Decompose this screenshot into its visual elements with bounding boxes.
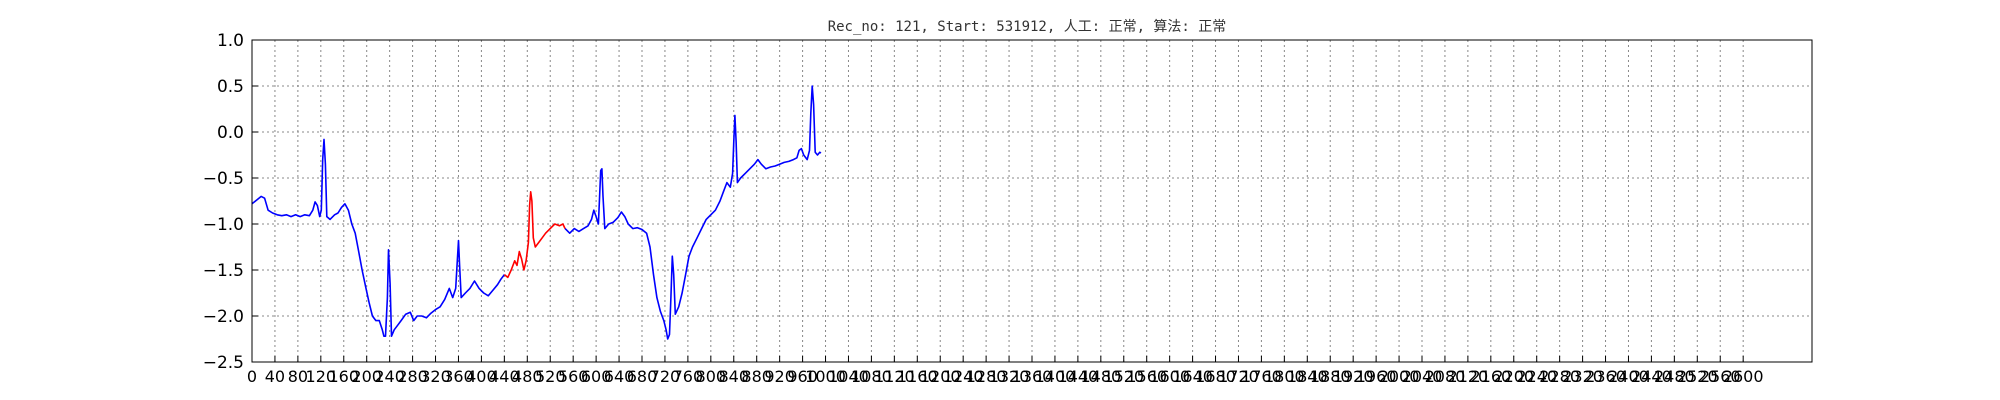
x-axis-ticks: 0 40 8012016020024028032036040044048052056… [247,356,1764,386]
x-tick-label: 1840 [1287,367,1328,386]
y-tick-label: −0.5 [203,169,244,189]
y-axis-ticks: 1.0 0.5 0.0 −0.5 −1.0 −1.5 −2.0 −2.5 [203,31,258,373]
x-tick-label: 1000 [805,367,846,386]
x-tick-label: 1400 [1035,367,1076,386]
x-tick-label: 160 [328,367,359,386]
x-tick-label: 2480 [1654,367,1695,386]
x-tick-label: 2120 [1448,367,1489,386]
x-tick-label: 600 [581,367,612,386]
x-tick-label: 2160 [1470,367,1511,386]
x-tick-label: 1240 [943,367,984,386]
grid-layer [252,40,1812,362]
x-tick-label: 1760 [1241,367,1282,386]
x-tick-label: 640 [604,367,635,386]
x-tick-label: 480 [512,367,543,386]
x-tick-label: 280 [397,367,428,386]
x-tick-label: 2040 [1402,367,1443,386]
x-tick-label: 840 [718,367,749,386]
x-tick-label: 800 [696,367,727,386]
x-tick-label: 1600 [1149,367,1190,386]
series-line-1 [251,138,506,337]
x-tick-label: 1480 [1080,367,1121,386]
x-tick-label: 2320 [1562,367,1603,386]
x-tick-label: 1680 [1195,367,1236,386]
x-tick-label: 360 [443,367,474,386]
x-tick-label: 400 [466,367,497,386]
x-tick-label: 1440 [1058,367,1099,386]
chart-title: Rec_no: 121, Start: 531912, 人工: 正常, 算法: … [828,19,1227,35]
x-tick-label: 40 [265,367,285,386]
y-tick-label: −1.0 [203,215,244,235]
x-tick-label: 960 [787,367,818,386]
x-tick-label: 440 [489,367,520,386]
x-tick-label: 2560 [1700,367,1741,386]
x-tick-label: 1200 [920,367,961,386]
x-tick-label: 2360 [1585,367,1626,386]
x-tick-label: 880 [741,367,772,386]
x-tick-label: 680 [627,367,658,386]
x-tick-label: 1160 [897,367,938,386]
x-tick-label: 1640 [1172,367,1213,386]
x-tick-label: 1880 [1310,367,1351,386]
x-tick-label: 560 [558,367,589,386]
x-tick-label: 720 [650,367,681,386]
series-line-3 [564,85,822,340]
x-tick-label: 1920 [1333,367,1374,386]
x-tick-label: 1520 [1103,367,1144,386]
x-tick-label: 240 [374,367,405,386]
y-tick-label: 0.5 [217,77,244,97]
y-tick-label: −1.5 [203,261,244,281]
x-tick-label: 1960 [1356,367,1397,386]
x-tick-label: 2520 [1677,367,1718,386]
x-tick-label: 2240 [1516,367,1557,386]
x-tick-label: 2600 [1723,367,1764,386]
y-tick-label: −2.5 [203,353,244,373]
x-tick-label: 1360 [1012,367,1053,386]
y-tick-label: 1.0 [217,31,244,51]
x-tick-label: 2000 [1379,367,1420,386]
x-tick-label: 1080 [851,367,892,386]
series-layer [251,85,822,340]
y-tick-label: 0.0 [217,123,244,143]
x-tick-label: 920 [764,367,795,386]
x-tick-label: 1800 [1264,367,1305,386]
x-tick-label: 1280 [966,367,1007,386]
y-tick-label: −2.0 [203,307,244,327]
x-tick-label: 1720 [1218,367,1259,386]
x-tick-label: 200 [351,367,382,386]
x-tick-label: 2280 [1539,367,1580,386]
x-tick-label: 2080 [1425,367,1466,386]
x-tick-label: 1040 [828,367,869,386]
x-tick-label: 0 [247,367,257,386]
x-tick-label: 120 [306,367,337,386]
x-tick-label: 520 [535,367,566,386]
x-tick-label: 2200 [1493,367,1534,386]
x-tick-label: 1560 [1126,367,1167,386]
x-tick-label: 2440 [1631,367,1672,386]
x-tick-label: 2400 [1608,367,1649,386]
x-tick-label: 80 [288,367,308,386]
x-tick-label: 320 [420,367,451,386]
x-tick-label: 1120 [874,367,915,386]
series-line-2 [503,191,566,279]
x-tick-label: 760 [673,367,704,386]
x-tick-label: 1320 [989,367,1030,386]
